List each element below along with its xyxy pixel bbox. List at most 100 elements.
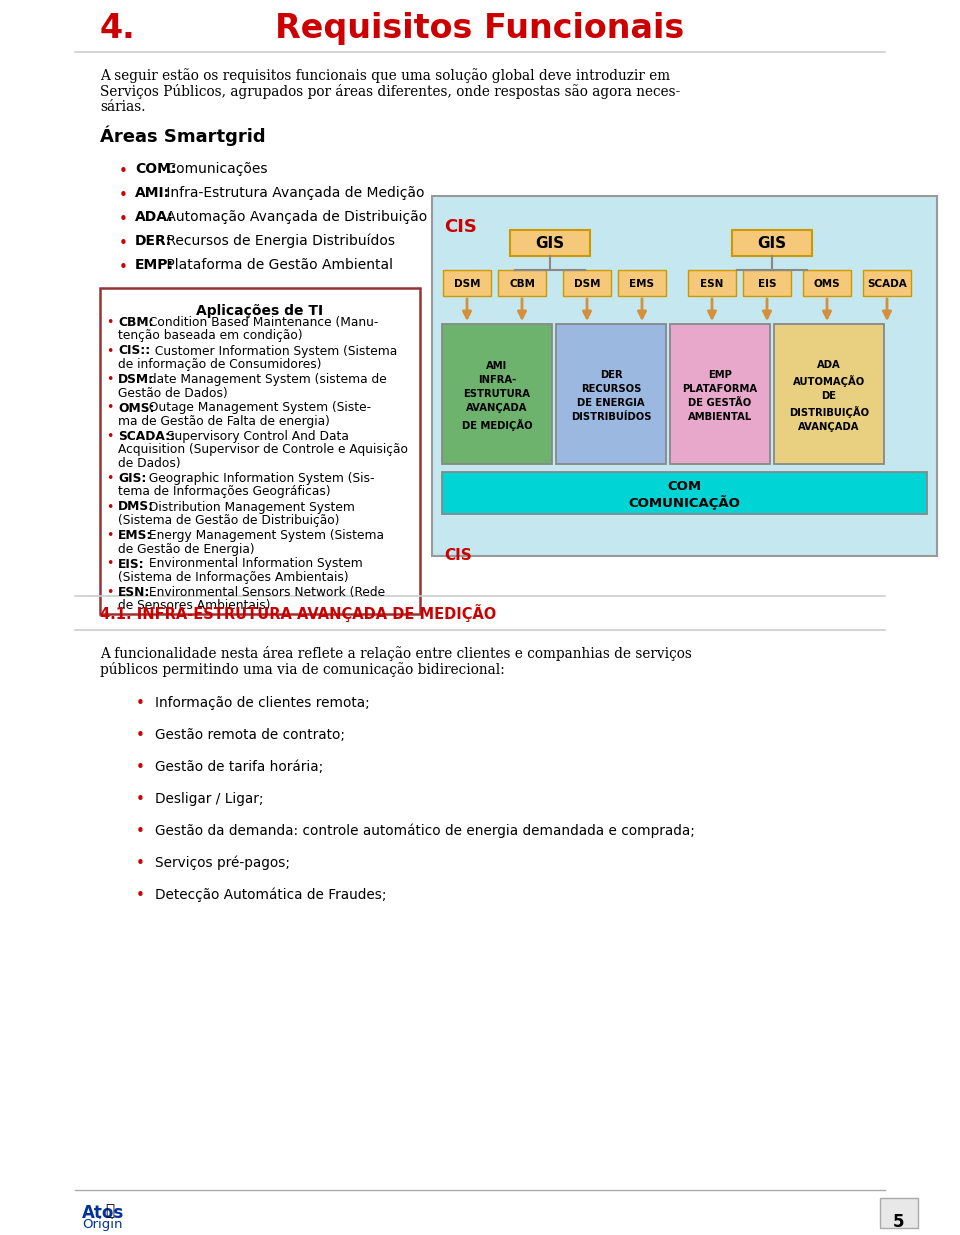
Text: Environmental Sensors Network (Rede: Environmental Sensors Network (Rede bbox=[145, 585, 386, 599]
Text: •: • bbox=[119, 164, 128, 179]
Text: Áreas Smartgrid: Áreas Smartgrid bbox=[100, 126, 266, 147]
Text: COM
COMUNICAÇÃO: COM COMUNICAÇÃO bbox=[629, 480, 740, 510]
Text: SCADA::: SCADA:: bbox=[118, 430, 175, 443]
Text: DSM: DSM bbox=[574, 279, 600, 289]
Text: Acquisition (Supervisor de Controle e Aquisição: Acquisition (Supervisor de Controle e Aq… bbox=[118, 443, 408, 457]
Text: CIS::: CIS:: bbox=[118, 345, 151, 357]
FancyBboxPatch shape bbox=[442, 324, 552, 464]
Text: CIS: CIS bbox=[444, 219, 477, 236]
Text: 🐦: 🐦 bbox=[105, 1203, 114, 1218]
FancyBboxPatch shape bbox=[688, 270, 736, 296]
Text: ADA
AUTOMAÇÃO
DE
DISTRIBUIÇÃO
AVANÇADA: ADA AUTOMAÇÃO DE DISTRIBUIÇÃO AVANÇADA bbox=[789, 359, 869, 432]
Text: •: • bbox=[107, 585, 113, 599]
Text: Origin: Origin bbox=[82, 1218, 123, 1231]
Text: Serviços Públicos, agrupados por áreas diferentes, onde respostas são agora nece: Serviços Públicos, agrupados por áreas d… bbox=[100, 84, 681, 99]
Text: Distribution Management System: Distribution Management System bbox=[145, 500, 355, 514]
FancyBboxPatch shape bbox=[443, 270, 491, 296]
Text: Automação Avançada de Distribuição: Automação Avançada de Distribuição bbox=[162, 210, 427, 224]
Text: Gestão da demanda: controle automático de energia demandada e comprada;: Gestão da demanda: controle automático d… bbox=[155, 824, 695, 839]
Text: EIS:: EIS: bbox=[118, 557, 145, 571]
Text: EMP
PLATAFORMA
DE GESTÃO
AMBIENTAL: EMP PLATAFORMA DE GESTÃO AMBIENTAL bbox=[683, 370, 757, 422]
Text: tema de Informações Geográficas): tema de Informações Geográficas) bbox=[118, 485, 330, 499]
Text: •: • bbox=[135, 792, 144, 806]
Text: GIS: GIS bbox=[757, 236, 786, 252]
FancyBboxPatch shape bbox=[670, 324, 770, 464]
FancyBboxPatch shape bbox=[510, 230, 590, 256]
Text: ESN: ESN bbox=[700, 279, 724, 289]
Text: Outage Management System (Siste-: Outage Management System (Siste- bbox=[145, 401, 372, 415]
Text: OMS: OMS bbox=[814, 279, 840, 289]
Text: Aplicações de TI: Aplicações de TI bbox=[197, 304, 324, 317]
Text: GIS: GIS bbox=[536, 236, 564, 252]
Text: DSM:: DSM: bbox=[118, 373, 155, 387]
FancyBboxPatch shape bbox=[863, 270, 911, 296]
Text: EMS: EMS bbox=[630, 279, 655, 289]
Text: Informação de clientes remota;: Informação de clientes remota; bbox=[155, 697, 370, 710]
Text: date Management System (sistema de: date Management System (sistema de bbox=[145, 373, 387, 387]
Text: Gestão de Dados): Gestão de Dados) bbox=[118, 387, 228, 399]
Text: •: • bbox=[135, 824, 144, 839]
FancyBboxPatch shape bbox=[880, 1198, 918, 1228]
Text: •: • bbox=[107, 430, 113, 443]
Text: DMS:: DMS: bbox=[118, 500, 155, 514]
Text: Requisitos Funcionais: Requisitos Funcionais bbox=[276, 12, 684, 44]
Text: tenção baseada em condição): tenção baseada em condição) bbox=[118, 330, 302, 342]
Text: SCADA: SCADA bbox=[867, 279, 907, 289]
Text: A seguir estão os requisitos funcionais que uma solução global deve introduzir e: A seguir estão os requisitos funcionais … bbox=[100, 68, 670, 83]
Text: Serviços pré-pagos;: Serviços pré-pagos; bbox=[155, 856, 290, 871]
Text: •: • bbox=[107, 500, 113, 514]
Text: •: • bbox=[135, 697, 144, 711]
Text: OMS:: OMS: bbox=[118, 401, 155, 415]
Text: de Dados): de Dados) bbox=[118, 457, 180, 471]
Text: CBM:: CBM: bbox=[118, 316, 154, 329]
Text: CIS: CIS bbox=[444, 548, 471, 563]
Text: (Sistema de Gestão de Distribuição): (Sistema de Gestão de Distribuição) bbox=[118, 514, 340, 527]
Text: CBM: CBM bbox=[509, 279, 535, 289]
Text: Infra-Estrutura Avançada de Medição: Infra-Estrutura Avançada de Medição bbox=[162, 186, 424, 200]
Text: Customer Information System (Sistema: Customer Information System (Sistema bbox=[151, 345, 397, 357]
Text: •: • bbox=[107, 316, 113, 329]
Text: (Sistema de Informações Ambientais): (Sistema de Informações Ambientais) bbox=[118, 571, 348, 584]
Text: GIS:: GIS: bbox=[118, 472, 146, 485]
Text: •: • bbox=[119, 212, 128, 227]
Text: 5: 5 bbox=[893, 1213, 904, 1231]
Text: Plataforma de Gestão Ambiental: Plataforma de Gestão Ambiental bbox=[162, 258, 394, 272]
FancyBboxPatch shape bbox=[618, 270, 666, 296]
FancyBboxPatch shape bbox=[803, 270, 851, 296]
Text: •: • bbox=[107, 401, 113, 415]
Text: públicos permitindo uma via de comunicação bidirecional:: públicos permitindo uma via de comunicaç… bbox=[100, 662, 505, 677]
Text: •: • bbox=[107, 472, 113, 485]
Text: Supervisory Control And Data: Supervisory Control And Data bbox=[163, 430, 348, 443]
FancyBboxPatch shape bbox=[556, 324, 666, 464]
Text: •: • bbox=[107, 373, 113, 387]
FancyBboxPatch shape bbox=[563, 270, 611, 296]
Text: Desligar / Ligar;: Desligar / Ligar; bbox=[155, 792, 263, 806]
Text: •: • bbox=[107, 345, 113, 357]
FancyBboxPatch shape bbox=[498, 270, 546, 296]
Text: •: • bbox=[135, 856, 144, 871]
Text: ADA:: ADA: bbox=[135, 210, 174, 224]
Text: EMP:: EMP: bbox=[135, 258, 174, 272]
Text: de Gestão de Energia): de Gestão de Energia) bbox=[118, 542, 254, 556]
Text: •: • bbox=[119, 188, 128, 203]
FancyBboxPatch shape bbox=[442, 472, 927, 514]
Text: •: • bbox=[119, 261, 128, 275]
Text: Gestão remota de contrato;: Gestão remota de contrato; bbox=[155, 727, 345, 742]
FancyBboxPatch shape bbox=[100, 288, 420, 614]
Text: 4.1. INFRA-ESTRUTURA AVANÇADA DE MEDIÇÃO: 4.1. INFRA-ESTRUTURA AVANÇADA DE MEDIÇÃO bbox=[100, 604, 496, 622]
Text: EMS:: EMS: bbox=[118, 529, 153, 542]
Text: •: • bbox=[135, 888, 144, 903]
Text: ESN:: ESN: bbox=[118, 585, 151, 599]
Text: Environmental Information System: Environmental Information System bbox=[145, 557, 363, 571]
Text: Condition Based Maintenance (Manu-: Condition Based Maintenance (Manu- bbox=[145, 316, 379, 329]
Text: COM:: COM: bbox=[135, 162, 177, 177]
Text: EIS: EIS bbox=[757, 279, 777, 289]
Text: Comunicações: Comunicações bbox=[162, 162, 268, 177]
Text: Detecção Automática de Fraudes;: Detecção Automática de Fraudes; bbox=[155, 888, 387, 903]
Text: •: • bbox=[135, 727, 144, 743]
Text: Energy Management System (Sistema: Energy Management System (Sistema bbox=[145, 529, 384, 542]
Text: AMI:: AMI: bbox=[135, 186, 170, 200]
FancyBboxPatch shape bbox=[774, 324, 884, 464]
Text: •: • bbox=[119, 236, 128, 251]
Text: A funcionalidade nesta área reflete a relação entre clientes e companhias de ser: A funcionalidade nesta área reflete a re… bbox=[100, 646, 692, 661]
